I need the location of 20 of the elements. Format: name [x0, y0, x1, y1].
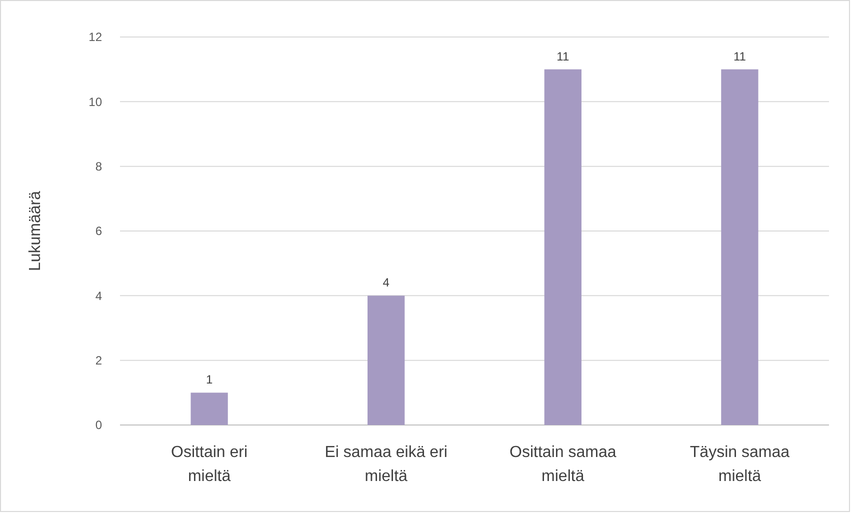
data-label: 4: [382, 276, 390, 290]
x-tick-label: Osittain eri mieltä: [171, 444, 248, 485]
x-tick-label: Täysin samaa mieltä: [690, 444, 790, 485]
data-label: 11: [556, 49, 570, 64]
bar: [721, 69, 758, 425]
y-tick-label: 2: [95, 354, 102, 368]
y-tick-label: 4: [95, 288, 102, 303]
x-tick-label: Ei samaa eikä eri mieltä: [324, 444, 448, 485]
bar: [368, 296, 405, 425]
y-tick-label: 0: [95, 418, 102, 432]
y-tick-label: 10: [88, 94, 102, 109]
bar: [190, 392, 228, 425]
y-tick-label: 8: [95, 160, 102, 174]
y-tick-label: 6: [95, 224, 102, 238]
data-label: 11: [733, 49, 746, 64]
data-label: 1: [206, 372, 213, 387]
y-axis-title: Lukumäärä: [27, 190, 44, 272]
bar: [544, 69, 582, 425]
x-tick-label: Osittain samaa mieltä: [510, 444, 616, 485]
y-tick-label: 12: [88, 30, 102, 44]
